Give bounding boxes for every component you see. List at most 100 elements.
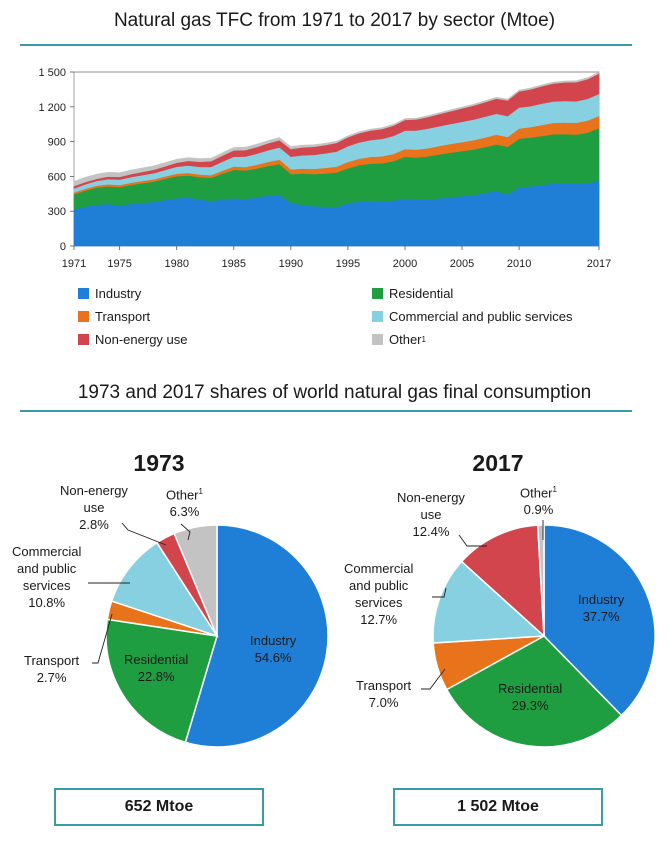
pie-slice-non-energy-use — [460, 524, 545, 638]
label-value: 10.8% — [28, 595, 66, 610]
leader-line — [92, 613, 113, 664]
label-line: Industry — [578, 592, 625, 607]
y-tick-label: 300 — [48, 206, 66, 218]
leader-line — [121, 522, 167, 546]
legend-label: Non-energy use — [95, 332, 188, 347]
leader-line — [432, 587, 447, 598]
pie-slice-other — [173, 524, 218, 637]
label-line: Other — [520, 485, 553, 501]
area-chart-title-rule — [20, 44, 632, 46]
legend-item-industry: Industry — [78, 286, 141, 301]
pie-1973-label-commercial: Commercial and public services 10.8% — [12, 543, 81, 611]
pie-1973 — [105, 524, 329, 748]
area-chart-title: Natural gas TFC from 1971 to 2017 by sec… — [113, 10, 556, 31]
pie-slice-commercial-and-public-services — [432, 560, 546, 644]
pie-slice-commercial-and-public-services — [110, 541, 219, 638]
area-series-other — [73, 71, 600, 187]
leader-line — [421, 668, 446, 690]
footnote-mark: 1 — [552, 485, 557, 494]
x-tick-label: 1971 — [62, 258, 86, 270]
pie-slice-other — [536, 524, 545, 637]
label-line: use — [420, 507, 442, 522]
pie-leader-lines — [88, 520, 544, 690]
label-line: services — [22, 578, 71, 593]
x-tick-label: 1995 — [336, 258, 360, 270]
label-value: 29.3% — [511, 698, 549, 713]
legend-item-nonenergy: Non-energy use — [78, 332, 188, 347]
label-line: Non-energy — [60, 483, 128, 498]
legend-label: Commercial and public services — [389, 309, 573, 324]
pie-2017-label-commercial: Commercial and public services 12.7% — [344, 560, 413, 628]
pie-2017-year: 2017 — [472, 450, 524, 476]
pie-slice-industry — [184, 524, 329, 748]
footnote-mark: 1 — [198, 487, 203, 496]
legend-item-other: Other 1 — [372, 332, 426, 347]
label-value: 7.0% — [368, 695, 399, 710]
y-tick-label: 1 500 — [38, 67, 66, 79]
y-tick-label: 0 — [60, 241, 66, 253]
pies-title: 1973 and 2017 shares of world natural ga… — [77, 382, 592, 403]
label-line: and public — [349, 578, 409, 593]
x-tick-label: 1985 — [222, 258, 246, 270]
pie-2017-total: 1 502 Mtoe — [393, 788, 603, 826]
label-line: Industry — [250, 633, 297, 648]
pie-1973-label-other: Other1 6.3% — [166, 483, 203, 520]
x-tick-label: 1990 — [279, 258, 303, 270]
label-line: Transport — [356, 678, 412, 693]
pie-1973-label-industry: Industry 54.6% — [250, 632, 296, 666]
label-value: 54.6% — [254, 650, 292, 665]
y-tick-label: 600 — [48, 171, 66, 183]
label-value: 12.4% — [412, 524, 450, 539]
label-value: 22.8% — [137, 669, 175, 684]
label-line: Non-energy — [397, 490, 465, 505]
legend-label: Industry — [95, 286, 142, 301]
pie-2017-label-transport: Transport 7.0% — [356, 677, 411, 711]
pie-2017-label-other: Other1 0.9% — [520, 481, 557, 518]
label-line: services — [354, 595, 403, 610]
pie-1973-label-transport: Transport 2.7% — [24, 652, 79, 686]
pies-title-rule — [20, 410, 632, 412]
area-tick-labels: 0 300 600 900 1 200 1 500 1971 1975 1980 1985 1990… — [38, 67, 611, 270]
label-value: 12.7% — [360, 612, 398, 627]
legend-label: Transport — [95, 309, 151, 324]
legend-label: Other — [389, 332, 422, 347]
label-value: 2.8% — [79, 517, 109, 532]
legend-item-transport: Transport — [78, 309, 150, 324]
pie-slice-residential — [445, 635, 623, 748]
pie-1973-label-nonenergy: Non-energy use 2.8% — [60, 482, 128, 533]
legend-item-commercial: Commercial and public services — [372, 309, 573, 324]
pie-2017-label-nonenergy: Non-energy use 12.4% — [397, 489, 465, 540]
label-line: and public — [17, 561, 77, 576]
legend-item-residential: Residential — [372, 286, 453, 301]
label-line: Other — [166, 487, 199, 503]
label-line: Residential — [124, 652, 189, 667]
legend-swatch-other — [372, 334, 383, 345]
legend-label: Residential — [389, 286, 454, 301]
total-value: 652 Mtoe — [124, 798, 194, 815]
pie-2017 — [432, 524, 656, 748]
x-tick-label: 1980 — [164, 258, 188, 270]
x-tick-label: 1975 — [107, 258, 131, 270]
label-line: Residential — [498, 681, 563, 696]
legend-swatch-transport — [78, 311, 89, 322]
label-value: 6.3% — [169, 504, 200, 520]
leader-line — [458, 534, 487, 547]
label-line: Commercial — [12, 544, 82, 559]
label-value: 2.7% — [36, 670, 67, 685]
leader-line — [180, 523, 191, 541]
area-series — [73, 71, 600, 247]
pie-1973-label-residential: Residential 22.8% — [124, 651, 188, 685]
pie-1973-year: 1973 — [133, 450, 185, 476]
pie-slice-industry — [543, 524, 656, 717]
legend-swatch-industry — [78, 288, 89, 299]
label-value: 37.7% — [582, 609, 620, 624]
x-tick-label: 2017 — [587, 258, 611, 270]
x-tick-label: 2005 — [450, 258, 474, 270]
label-line: Transport — [24, 653, 80, 668]
label-line: use — [83, 500, 105, 515]
pie-2017-label-residential: Residential 29.3% — [498, 680, 562, 714]
legend-swatch-residential — [372, 288, 383, 299]
legend-footnote-mark: 1 — [421, 335, 426, 344]
x-tick-label: 2010 — [507, 258, 531, 270]
